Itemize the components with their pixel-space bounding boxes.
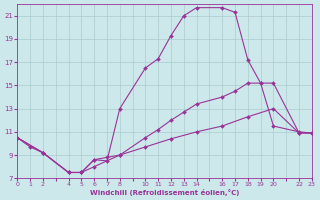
X-axis label: Windchill (Refroidissement éolien,°C): Windchill (Refroidissement éolien,°C) — [90, 189, 239, 196]
